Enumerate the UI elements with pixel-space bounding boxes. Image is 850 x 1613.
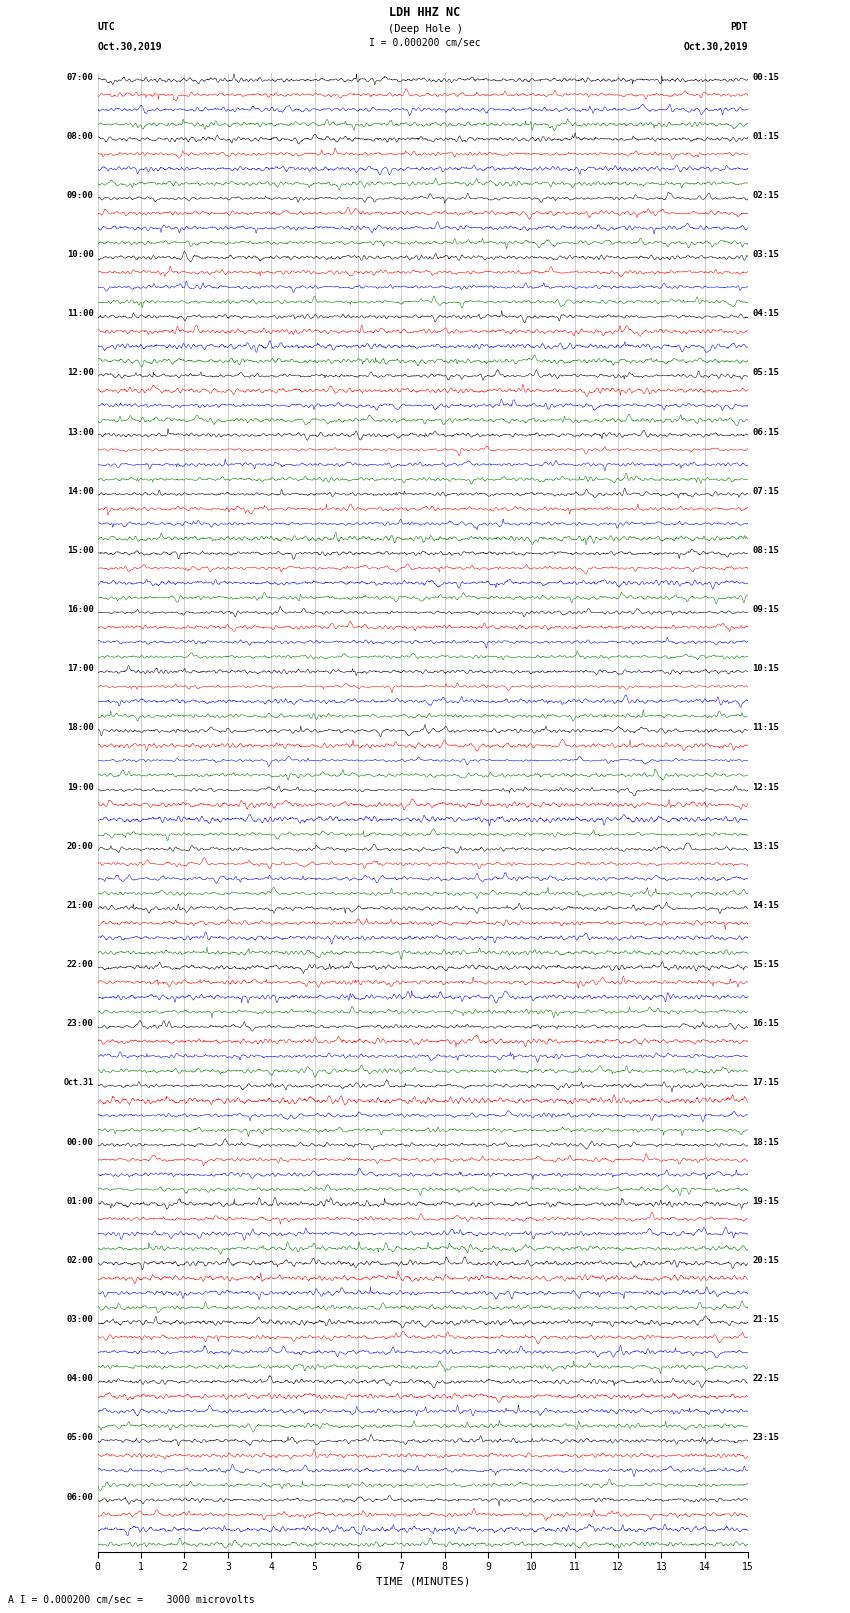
Text: 15:15: 15:15: [752, 960, 779, 969]
Text: 03:00: 03:00: [66, 1315, 94, 1324]
Text: 23:00: 23:00: [66, 1019, 94, 1027]
Text: 00:00: 00:00: [66, 1137, 94, 1147]
Text: 02:00: 02:00: [66, 1257, 94, 1265]
Text: 22:00: 22:00: [66, 960, 94, 969]
Text: 09:00: 09:00: [66, 190, 94, 200]
Text: 18:15: 18:15: [752, 1137, 779, 1147]
Text: I = 0.000200 cm/sec: I = 0.000200 cm/sec: [369, 39, 481, 48]
Text: 23:15: 23:15: [752, 1434, 779, 1442]
Text: 01:15: 01:15: [752, 132, 779, 140]
Text: 03:15: 03:15: [752, 250, 779, 260]
Text: 13:00: 13:00: [66, 427, 94, 437]
Text: UTC: UTC: [98, 23, 116, 32]
Text: (Deep Hole ): (Deep Hole ): [388, 24, 462, 34]
Text: 07:15: 07:15: [752, 487, 779, 495]
Text: 19:00: 19:00: [66, 782, 94, 792]
Text: 14:00: 14:00: [66, 487, 94, 495]
Text: 02:15: 02:15: [752, 190, 779, 200]
Text: 13:15: 13:15: [752, 842, 779, 850]
Text: Oct.30,2019: Oct.30,2019: [683, 42, 748, 52]
Text: 18:00: 18:00: [66, 723, 94, 732]
Text: 16:15: 16:15: [752, 1019, 779, 1027]
Text: 20:15: 20:15: [752, 1257, 779, 1265]
Text: Oct.31: Oct.31: [64, 1079, 94, 1087]
Text: 11:00: 11:00: [66, 310, 94, 318]
Text: 09:15: 09:15: [752, 605, 779, 615]
Text: 05:15: 05:15: [752, 368, 779, 377]
Text: 10:15: 10:15: [752, 665, 779, 673]
Text: 01:00: 01:00: [66, 1197, 94, 1205]
Text: 11:15: 11:15: [752, 723, 779, 732]
Text: 12:15: 12:15: [752, 782, 779, 792]
Text: 17:15: 17:15: [752, 1079, 779, 1087]
Text: 16:00: 16:00: [66, 605, 94, 615]
Text: 12:00: 12:00: [66, 368, 94, 377]
Text: 15:00: 15:00: [66, 545, 94, 555]
Text: 14:15: 14:15: [752, 902, 779, 910]
Text: 04:00: 04:00: [66, 1374, 94, 1384]
Text: 00:15: 00:15: [752, 73, 779, 82]
Text: 04:15: 04:15: [752, 310, 779, 318]
Text: 17:00: 17:00: [66, 665, 94, 673]
X-axis label: TIME (MINUTES): TIME (MINUTES): [376, 1576, 470, 1586]
Text: 10:00: 10:00: [66, 250, 94, 260]
Text: 22:15: 22:15: [752, 1374, 779, 1384]
Text: 21:00: 21:00: [66, 902, 94, 910]
Text: Oct.30,2019: Oct.30,2019: [98, 42, 162, 52]
Text: 05:00: 05:00: [66, 1434, 94, 1442]
Text: LDH HHZ NC: LDH HHZ NC: [389, 6, 461, 19]
Text: PDT: PDT: [730, 23, 748, 32]
Text: 08:15: 08:15: [752, 545, 779, 555]
Text: 07:00: 07:00: [66, 73, 94, 82]
Text: 20:00: 20:00: [66, 842, 94, 850]
Text: A I = 0.000200 cm/sec =    3000 microvolts: A I = 0.000200 cm/sec = 3000 microvolts: [8, 1595, 255, 1605]
Text: 19:15: 19:15: [752, 1197, 779, 1205]
Text: 06:00: 06:00: [66, 1492, 94, 1502]
Text: 08:00: 08:00: [66, 132, 94, 140]
Text: 21:15: 21:15: [752, 1315, 779, 1324]
Text: 06:15: 06:15: [752, 427, 779, 437]
